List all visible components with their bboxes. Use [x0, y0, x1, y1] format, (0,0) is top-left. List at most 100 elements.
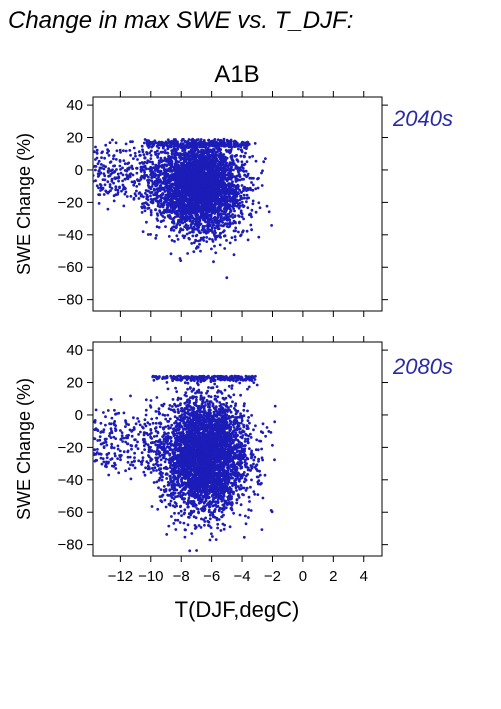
scatter-point — [180, 186, 184, 190]
scatter-point — [164, 225, 167, 229]
scatter-point — [152, 173, 156, 177]
scatter-point — [140, 167, 143, 171]
scatter-point — [183, 185, 187, 189]
scatter-point — [221, 230, 225, 234]
scatter-point — [170, 423, 174, 427]
scatter-point — [216, 216, 220, 219]
scatter-point — [140, 211, 144, 214]
scatter-point — [111, 168, 114, 172]
scatter-point — [216, 526, 220, 530]
x-tick-label: −8 — [173, 568, 190, 585]
scatter-point — [213, 168, 217, 172]
scatter-point — [178, 223, 182, 227]
scatter-point — [183, 165, 187, 169]
scatter-point — [155, 217, 159, 221]
scatter-point — [149, 471, 153, 474]
scatter-point — [162, 180, 166, 184]
scatter-point — [238, 198, 242, 202]
scatter-point — [195, 173, 199, 177]
scatter-point — [219, 218, 222, 222]
scatter-point — [200, 156, 204, 160]
scatter-point — [225, 401, 229, 405]
scatter-point — [129, 394, 132, 398]
scatter-point — [184, 210, 187, 214]
scatter-point — [224, 222, 227, 226]
scatter-point — [158, 189, 162, 193]
scatter-point — [102, 193, 106, 196]
scatter-point — [222, 173, 226, 177]
scatter-point — [190, 158, 193, 161]
scatter-point — [192, 210, 196, 213]
scatter-point — [159, 156, 163, 160]
scatter-point — [182, 142, 185, 146]
scatter-point — [94, 158, 97, 161]
y-tick-label: −20 — [58, 439, 83, 456]
scatter-point — [135, 171, 139, 175]
scatter-point — [152, 187, 156, 191]
scatter-point — [217, 213, 220, 217]
scatter-point — [244, 169, 248, 173]
scatter-point — [137, 197, 141, 200]
scatter-point — [197, 200, 201, 204]
scatter-point — [222, 191, 226, 195]
scatter-point — [203, 203, 207, 207]
scatter-point — [112, 181, 115, 185]
scatter-point — [123, 169, 127, 172]
scatter-point — [187, 138, 191, 141]
scatter-point — [151, 199, 155, 203]
scatter-point — [179, 184, 183, 188]
scatter-point — [228, 143, 232, 146]
scatter-point — [216, 195, 220, 199]
scatter-point — [152, 193, 156, 197]
scatter-point — [195, 201, 199, 205]
scatter-point — [204, 206, 207, 210]
scatter-point — [176, 198, 180, 201]
scatter-point — [173, 178, 177, 182]
scatter-point — [177, 192, 181, 196]
scatter-point — [172, 165, 176, 169]
scatter-point — [219, 153, 223, 157]
scatter-point — [178, 257, 182, 260]
scatter-point — [155, 173, 158, 177]
scatter-point — [202, 143, 206, 146]
scatter-point — [141, 230, 145, 234]
scatter-point — [147, 175, 150, 179]
scatter-point — [149, 213, 153, 217]
scatter-point — [158, 169, 162, 173]
x-tick-label: −10 — [138, 568, 163, 585]
scatter-point — [241, 229, 245, 233]
x-tick-label: 2 — [329, 568, 337, 585]
scatter-point — [222, 143, 226, 147]
scatter-point — [225, 191, 229, 195]
scatter-point — [165, 477, 169, 480]
scatter-point — [172, 183, 175, 187]
scatter-point — [202, 217, 206, 221]
scatter-point — [170, 211, 174, 215]
scatter-point — [97, 186, 100, 190]
scatter-point — [207, 138, 211, 142]
y-axis-label: SWE Change (%) — [14, 133, 34, 275]
scatter-point — [199, 172, 203, 176]
scatter-point — [242, 189, 245, 193]
scatter-point — [224, 200, 228, 204]
scatter-point — [214, 185, 218, 189]
scatter-point — [137, 459, 141, 463]
scatter-point — [222, 168, 226, 172]
scatter-point — [110, 179, 114, 183]
scatter-point — [106, 148, 109, 152]
scatter-point — [133, 151, 137, 155]
scatter-point — [216, 200, 219, 203]
scatter-point — [159, 186, 163, 190]
plot-frame — [92, 96, 383, 312]
scatter-point — [225, 157, 229, 160]
scatter-point — [189, 144, 193, 148]
scatter-point — [222, 139, 226, 142]
scatter-point — [189, 148, 193, 152]
plot-frame — [92, 341, 383, 557]
scatter-point — [168, 192, 172, 196]
scatter-point — [179, 180, 183, 184]
scatter-point — [184, 204, 188, 208]
scatter-point — [116, 172, 120, 176]
scatter-point — [154, 152, 158, 156]
